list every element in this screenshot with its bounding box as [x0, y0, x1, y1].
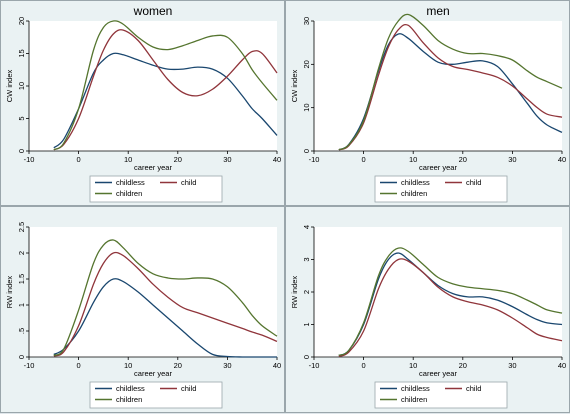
y-tick-label: 20 — [17, 17, 26, 25]
y-axis-label: CW index — [290, 69, 299, 102]
x-axis-label: career year — [134, 369, 172, 378]
x-tick-label: 30 — [223, 361, 231, 370]
legend-label-children: children — [116, 395, 142, 404]
chart-title: men — [426, 4, 449, 18]
y-tick-label: 2.5 — [17, 222, 26, 232]
x-tick-label: 0 — [362, 155, 366, 164]
legend-label-children: children — [116, 189, 142, 198]
series-line-child — [53, 251, 278, 357]
x-tick-label: 10 — [409, 155, 417, 164]
x-tick-label: 40 — [273, 155, 281, 164]
series-line-children — [53, 239, 278, 357]
chart-title: women — [133, 4, 173, 18]
x-tick-label: -10 — [24, 155, 35, 164]
chart-men-cw: men 0 10 20 30 -10 0 10 20 30 40 career year CW inde… — [290, 4, 566, 203]
plot-area — [29, 227, 277, 357]
x-tick-label: 10 — [124, 155, 132, 164]
x-tick-label: 20 — [459, 155, 467, 164]
x-tick-label: 30 — [508, 361, 516, 370]
y-tick-label: 0 — [17, 149, 26, 153]
chart-women-rw: 0 .5 1 1.5 2 2.5 -10 0 10 20 30 40 career year RW ind… — [5, 222, 281, 409]
y-tick-label: 2 — [302, 290, 311, 294]
legend-label-childless: childless — [116, 178, 145, 187]
x-tick-label: 0 — [362, 361, 366, 370]
legend-label-child: child — [466, 384, 481, 393]
x-tick-label: 0 — [77, 361, 81, 370]
x-tick-label: 30 — [223, 155, 231, 164]
x-axis-label: career year — [134, 163, 172, 172]
y-axis-label: RW index — [290, 276, 299, 309]
series-line-childless — [338, 252, 563, 356]
legend-box — [89, 175, 223, 203]
panel-women-rw: 0 .5 1 1.5 2 2.5 -10 0 10 20 30 40 career year RW ind… — [0, 206, 285, 413]
x-tick-label: -10 — [309, 361, 320, 370]
x-tick-label: 10 — [409, 361, 417, 370]
x-tick-label: 20 — [174, 155, 182, 164]
y-axis-label: CW index — [5, 69, 14, 102]
y-tick-label: 5 — [17, 116, 26, 120]
x-axis-label: career year — [419, 163, 457, 172]
y-tick-label: 10 — [302, 103, 311, 111]
series-line-children — [338, 13, 563, 151]
legend-label-child: child — [181, 178, 196, 187]
y-tick-label: 3 — [302, 257, 311, 261]
y-tick-label: 20 — [302, 60, 311, 68]
x-axis-label: career year — [419, 369, 457, 378]
legend-label-childless: childless — [401, 178, 430, 187]
series-line-childless — [53, 52, 278, 149]
y-tick-label: 1 — [302, 322, 311, 326]
plot-area — [314, 21, 562, 151]
y-tick-label: 0 — [302, 149, 311, 153]
panel-men-rw: 0 1 2 3 4 -10 0 10 20 30 40 career year RW index chil… — [285, 206, 570, 413]
series-line-child — [338, 23, 563, 151]
legend-box — [374, 381, 508, 409]
series-line-children — [53, 20, 278, 151]
plot-area — [29, 21, 277, 151]
y-tick-label: 2 — [17, 251, 26, 255]
chart-women-cw: women 0 5 10 15 20 -10 0 10 20 30 40 career year CW i… — [5, 4, 281, 203]
x-tick-label: -10 — [309, 155, 320, 164]
legend-label-child: child — [466, 178, 481, 187]
y-tick-label: 0 — [17, 355, 26, 359]
y-tick-label: 15 — [17, 49, 26, 57]
legend-label-children: children — [401, 189, 427, 198]
x-tick-label: 40 — [558, 155, 566, 164]
series-line-child — [53, 29, 278, 151]
legend-box — [374, 175, 508, 203]
x-tick-label: 20 — [174, 361, 182, 370]
x-tick-label: 30 — [508, 155, 516, 164]
y-tick-label: 0 — [302, 355, 311, 359]
y-tick-label: 1.5 — [17, 274, 26, 284]
y-tick-label: 1 — [17, 303, 26, 307]
x-tick-label: 10 — [124, 361, 132, 370]
legend-label-childless: childless — [116, 384, 145, 393]
y-tick-label: 4 — [302, 225, 311, 229]
y-axis-label: RW index — [5, 276, 14, 309]
series-line-childless — [53, 278, 277, 358]
panel-women-cw: women 0 5 10 15 20 -10 0 10 20 30 40 career year CW i… — [0, 0, 285, 206]
legend-label-children: children — [401, 395, 427, 404]
legend-label-child: child — [181, 384, 196, 393]
y-tick-label: .5 — [17, 328, 26, 334]
chart-men-rw: 0 1 2 3 4 -10 0 10 20 30 40 career year RW index chil… — [290, 225, 566, 409]
panel-men-cw: men 0 10 20 30 -10 0 10 20 30 40 career year CW inde… — [285, 0, 570, 206]
plot-area — [314, 227, 562, 357]
legend-box — [89, 381, 223, 409]
series-line-children — [338, 247, 563, 356]
y-tick-label: 30 — [302, 17, 311, 25]
x-tick-label: -10 — [24, 361, 35, 370]
x-tick-label: 40 — [273, 361, 281, 370]
x-tick-label: 20 — [459, 361, 467, 370]
y-tick-label: 10 — [17, 82, 26, 90]
x-tick-label: 0 — [77, 155, 81, 164]
x-tick-label: 40 — [558, 361, 566, 370]
series-line-child — [338, 258, 563, 357]
legend-label-childless: childless — [401, 384, 430, 393]
